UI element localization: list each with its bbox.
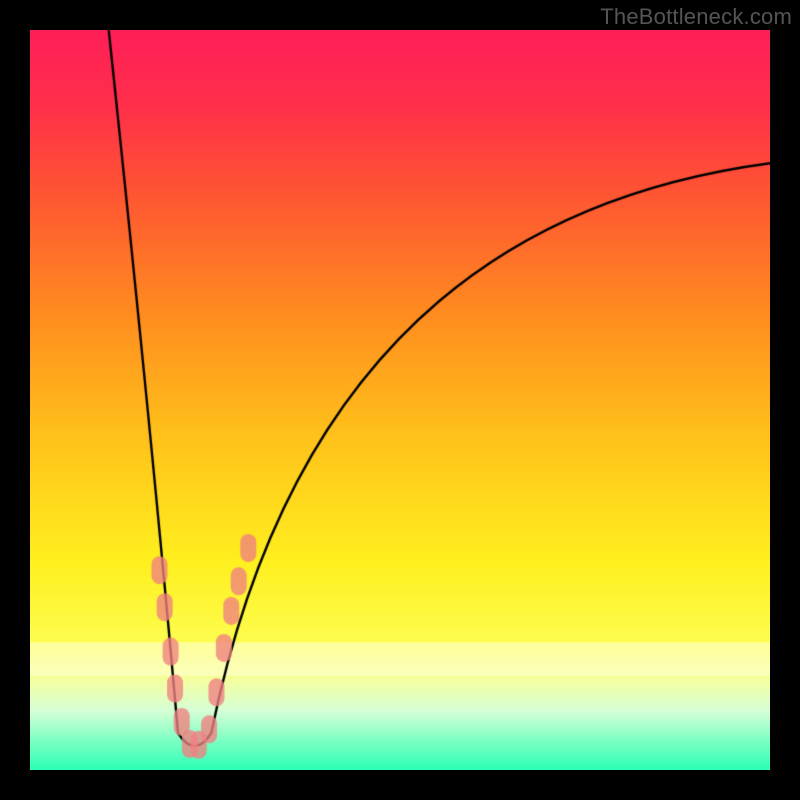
bottleneck-curve [0, 0, 800, 800]
frame-left [0, 0, 30, 800]
watermark-text: TheBottleneck.com [600, 4, 792, 30]
frame-right [770, 0, 800, 800]
frame-bottom [0, 770, 800, 800]
chart-stage: TheBottleneck.com [0, 0, 800, 800]
